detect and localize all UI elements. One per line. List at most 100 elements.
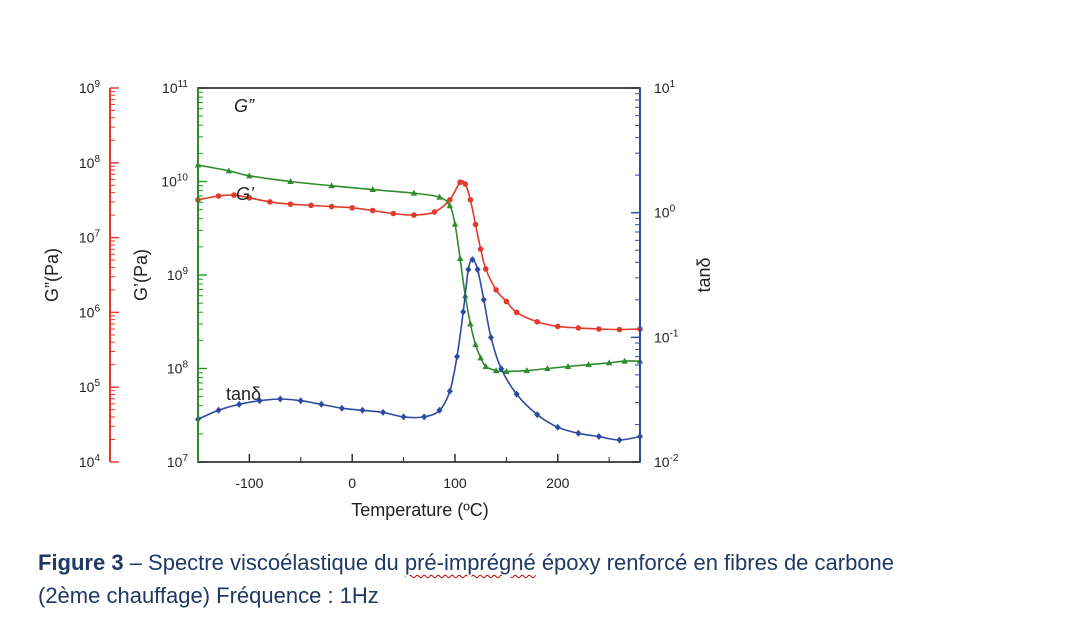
data-point	[595, 433, 602, 441]
chart-figure: G”(Pa) G’(Pa) tanδ Temperature (ºC) 1041…	[42, 79, 714, 520]
series-line	[197, 164, 641, 373]
inner-tick-label: 1011	[162, 79, 188, 96]
data-point	[215, 406, 222, 414]
data-point	[338, 404, 345, 412]
series-line	[197, 258, 641, 441]
inner-tick-label: 108	[167, 360, 189, 377]
data-point	[480, 296, 487, 304]
label-tan-delta: tanδ	[226, 384, 261, 404]
x-tick-label: -100	[235, 475, 263, 491]
data-point	[359, 406, 366, 414]
plot-frame	[197, 87, 641, 463]
label-g-double-prime: G”	[234, 96, 255, 116]
data-point	[472, 221, 479, 228]
data-point	[431, 209, 438, 215]
data-point	[456, 255, 464, 262]
inner-tick-label: 109	[167, 266, 189, 283]
data-point	[411, 212, 417, 218]
temperature-axis: -100 0 100 200	[197, 454, 610, 491]
data-point	[421, 413, 428, 421]
outer-tick-label: 109	[79, 79, 101, 96]
data-point	[457, 179, 463, 186]
series-left_inner	[194, 161, 644, 374]
data-point	[308, 202, 314, 209]
data-point	[215, 193, 222, 199]
data-point	[467, 197, 474, 203]
data-point	[498, 365, 505, 373]
y-axis-title-g-prime: G’(Pa)	[131, 249, 151, 301]
data-point	[277, 395, 284, 403]
data-point	[554, 423, 561, 431]
g-double-prime-axis: 104 105 106 107 108 109	[79, 79, 119, 470]
figure-caption: Figure 3 – Spectre viscoélastique du pré…	[38, 546, 1038, 612]
data-point	[492, 367, 500, 374]
data-point	[523, 367, 531, 374]
data-point	[465, 266, 472, 274]
figure-label: Figure 3	[38, 550, 124, 575]
caption-line2: (2ème chauffage) Fréquence : 1Hz	[38, 583, 379, 608]
series-left_outer	[195, 179, 643, 333]
y-axis-title-tan-delta: tanδ	[694, 257, 714, 292]
right-tick-label: 10-2	[654, 453, 679, 470]
data-point	[564, 363, 572, 370]
data-point	[447, 197, 453, 203]
data-point	[454, 353, 461, 361]
data-point	[621, 357, 628, 364]
data-point	[287, 201, 294, 207]
data-point	[318, 400, 325, 408]
data-point	[267, 199, 273, 205]
g-prime-axis: 107 108 109 1010 1011	[161, 79, 207, 470]
data-point	[493, 287, 499, 293]
inner-tick-label: 107	[167, 453, 189, 470]
data-point	[616, 326, 623, 333]
data-point	[297, 397, 304, 405]
data-point	[544, 365, 551, 371]
data-point	[231, 192, 237, 198]
outer-tick-label: 106	[79, 303, 101, 320]
data-point	[596, 326, 602, 332]
data-point	[328, 182, 335, 189]
data-point	[369, 207, 376, 214]
data-point	[467, 320, 474, 327]
data-point	[328, 203, 335, 210]
tan-delta-axis: 10-2 10-1 100 101	[631, 79, 679, 470]
data-point	[487, 333, 494, 341]
data-point	[472, 341, 479, 348]
data-point	[390, 210, 397, 217]
data-point	[554, 323, 561, 330]
data-point	[246, 195, 253, 201]
data-point	[436, 406, 443, 414]
series-layer	[194, 161, 644, 444]
outer-tick-label: 105	[79, 378, 101, 395]
y-axis-title-g-double-prime: G”(Pa)	[42, 248, 62, 302]
data-point	[410, 189, 418, 196]
caption-underlined-word: pré-imprégné	[404, 550, 536, 575]
data-point	[585, 361, 592, 368]
data-point	[462, 181, 469, 187]
series-right	[195, 256, 643, 444]
right-tick-label: 10-1	[654, 328, 679, 345]
data-point	[460, 308, 467, 316]
data-point	[534, 411, 541, 419]
data-point	[236, 400, 243, 408]
x-tick-label: 200	[546, 475, 570, 491]
data-point	[575, 429, 582, 437]
data-point	[369, 186, 376, 193]
data-point	[256, 397, 263, 405]
data-point	[446, 202, 454, 209]
x-tick-label: 0	[348, 475, 356, 491]
data-point	[349, 205, 355, 211]
data-point	[469, 256, 476, 264]
data-point	[534, 318, 541, 325]
data-point	[400, 413, 407, 421]
data-point	[225, 167, 233, 174]
data-point	[287, 178, 294, 184]
outer-tick-label: 108	[79, 154, 101, 171]
data-point	[483, 266, 489, 272]
data-point	[605, 359, 613, 366]
outer-tick-label: 107	[79, 229, 101, 246]
data-point	[503, 367, 510, 374]
data-point	[446, 387, 453, 395]
data-point	[477, 354, 484, 361]
data-point	[616, 436, 623, 444]
